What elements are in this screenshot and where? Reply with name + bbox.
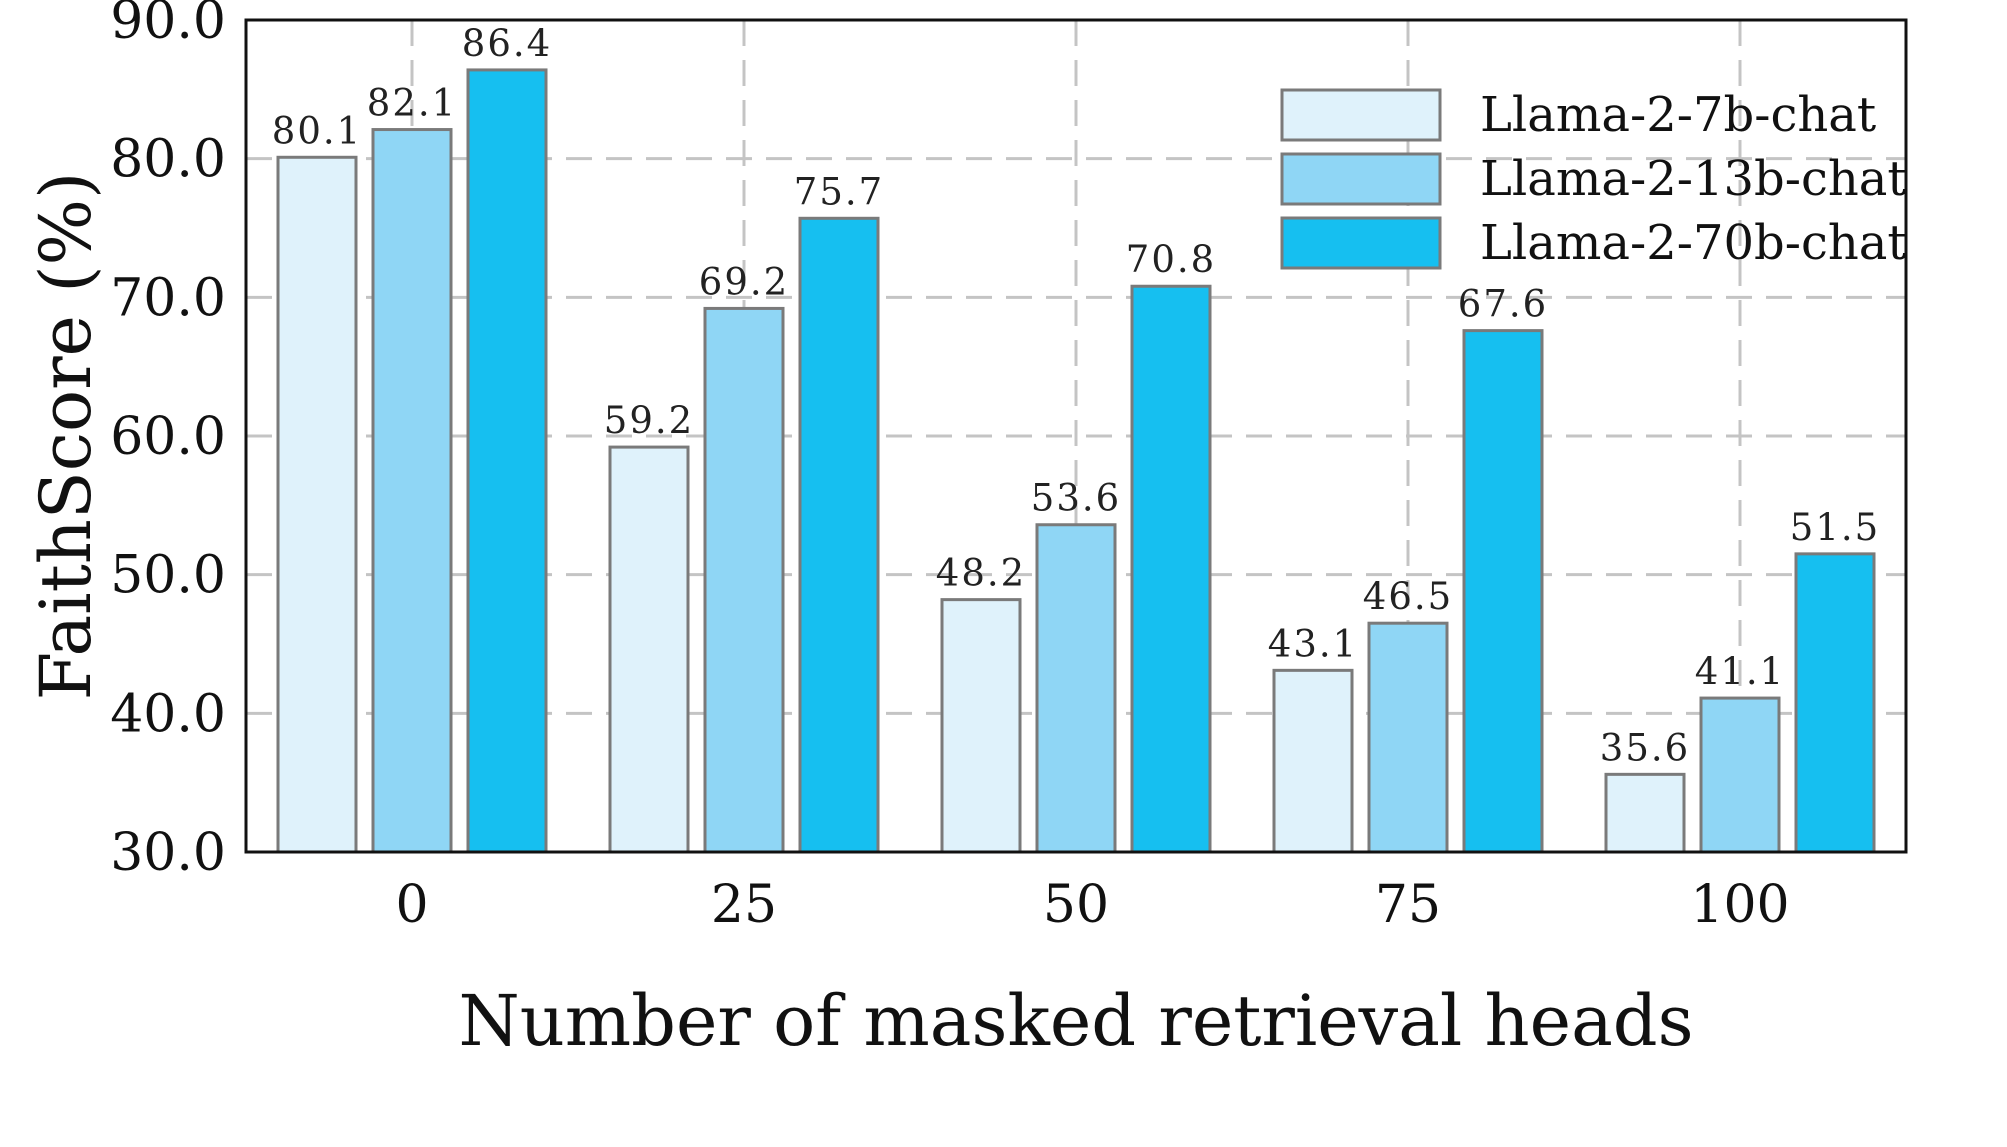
x-tick-label: 25 — [711, 875, 777, 935]
plot-frame — [244, 18, 1908, 854]
data-label: 82.1 — [367, 82, 457, 125]
y-tick-label: 60.0 — [110, 407, 226, 467]
data-label: 70.8 — [1126, 238, 1216, 281]
legend-label: Llama-2-70b-chat — [1480, 215, 1907, 271]
data-labels: 80.1 59.2 48.2 43.1 35.6 82.1 69.2 53.6 46.5 41.1… — [272, 22, 1880, 769]
x-axis-ticks: 0 25 50 75 100 — [395, 875, 1789, 935]
bar — [703, 306, 785, 854]
bar — [1604, 772, 1686, 854]
bar — [940, 598, 1022, 854]
x-tick-label: 75 — [1375, 875, 1441, 935]
bar — [1367, 621, 1449, 854]
bar — [1035, 523, 1117, 854]
y-axis-title: FaithScore (%) — [25, 172, 107, 701]
data-label: 51.5 — [1790, 506, 1880, 549]
bar — [1130, 284, 1212, 854]
data-label: 53.6 — [1031, 477, 1121, 520]
data-label: 35.6 — [1600, 726, 1690, 769]
y-tick-label: 70.0 — [110, 268, 226, 328]
data-label: 59.2 — [604, 399, 694, 442]
bar — [798, 216, 880, 854]
bar — [1699, 696, 1781, 854]
data-label: 69.2 — [699, 260, 789, 303]
legend-label: Llama-2-7b-chat — [1480, 87, 1876, 143]
data-label: 86.4 — [462, 22, 552, 65]
legend-swatch — [1280, 88, 1442, 142]
x-tick-label: 50 — [1043, 875, 1109, 935]
bar — [1794, 552, 1876, 854]
legend-swatch — [1280, 216, 1442, 270]
y-tick-label: 30.0 — [110, 823, 226, 883]
y-axis-ticks: 30.0 40.0 50.0 60.0 70.0 80.0 90.0 — [110, 0, 226, 883]
legend-label: Llama-2-13b-chat — [1480, 151, 1907, 207]
x-axis-title: Number of masked retrieval heads — [458, 980, 1693, 1062]
bar — [608, 445, 690, 854]
x-tick-label: 0 — [395, 875, 428, 935]
legend-swatch — [1280, 152, 1442, 206]
bar — [371, 128, 453, 854]
bar — [276, 155, 358, 854]
x-tick-label: 100 — [1690, 875, 1789, 935]
data-label: 80.1 — [272, 109, 362, 152]
data-label: 48.2 — [936, 552, 1026, 595]
data-label: 46.5 — [1363, 575, 1453, 618]
data-label: 67.6 — [1458, 283, 1548, 326]
data-label: 75.7 — [794, 170, 884, 213]
bar — [1462, 329, 1544, 854]
data-label: 43.1 — [1268, 622, 1358, 665]
bar — [1272, 668, 1354, 854]
data-label: 41.1 — [1695, 650, 1785, 693]
y-tick-label: 90.0 — [110, 0, 226, 51]
legend: Llama-2-7b-chat Llama-2-13b-chat Llama-2-7… — [1280, 87, 1907, 271]
y-tick-label: 40.0 — [110, 684, 226, 744]
bars — [276, 68, 1876, 854]
y-tick-label: 50.0 — [110, 546, 226, 606]
y-tick-label: 80.0 — [110, 130, 226, 190]
bar — [466, 68, 548, 854]
